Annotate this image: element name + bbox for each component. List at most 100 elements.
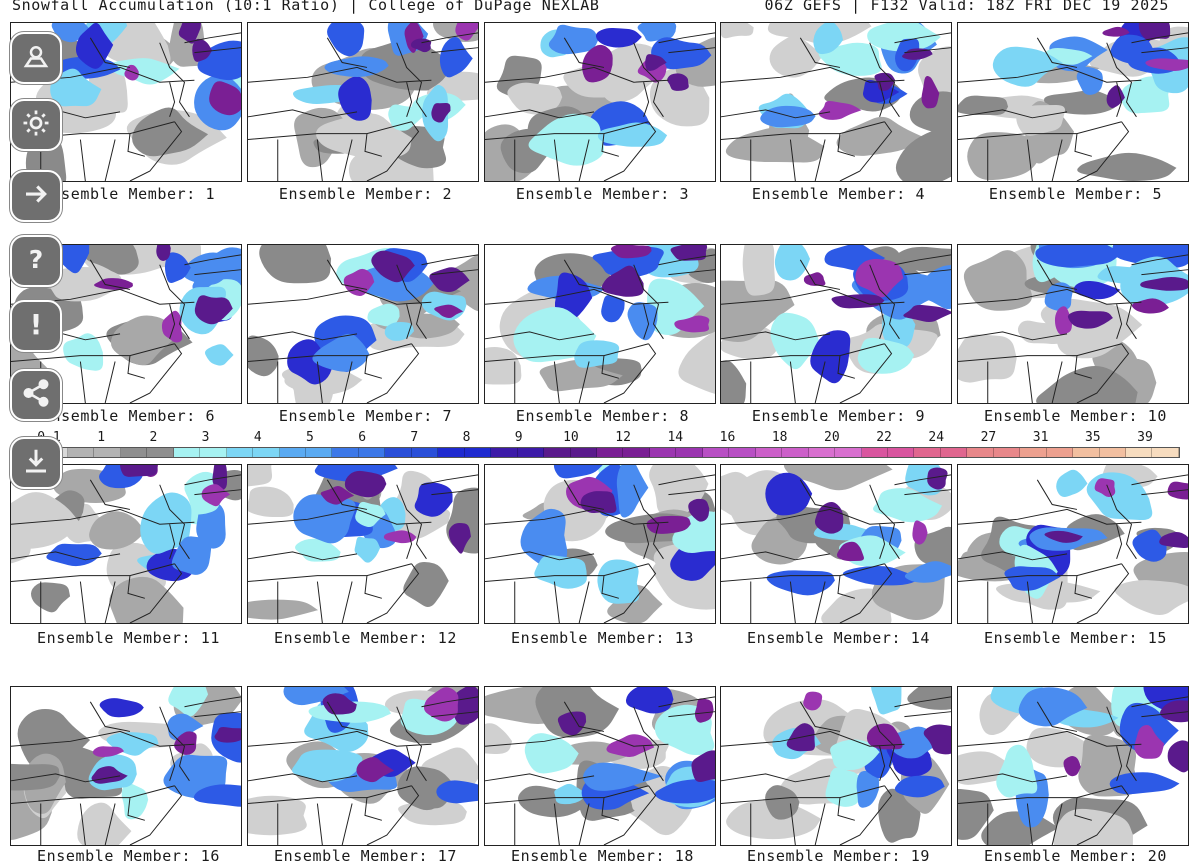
colorbar-segment — [67, 448, 95, 457]
colorbar-tick-label: 24 — [928, 430, 945, 445]
svg-text:!: ! — [30, 309, 43, 339]
colorbar-segment — [120, 448, 148, 457]
ensemble-map-4[interactable] — [720, 22, 952, 182]
colorbar-tick-label: 22 — [876, 430, 892, 445]
colorbar-segment — [596, 448, 624, 457]
colorbar-tick-label: 14 — [667, 430, 684, 445]
colorbar-segment — [649, 448, 677, 457]
ensemble-member-label: Ensemble Member: 3 — [515, 185, 690, 203]
share-button[interactable] — [10, 369, 62, 421]
ensemble-map-9[interactable] — [720, 244, 952, 404]
svg-text:?: ? — [29, 245, 44, 274]
help-question-icon: ? — [21, 244, 51, 278]
ensemble-member-label: Ensemble Member: 8 — [515, 407, 690, 425]
ensemble-map-16[interactable] — [10, 686, 242, 846]
ensemble-map-11[interactable] — [10, 464, 242, 624]
ensemble-map-8[interactable] — [484, 244, 716, 404]
colorbar-tick-label: 27 — [980, 430, 997, 445]
ensemble-map-7[interactable] — [247, 244, 479, 404]
colorbar-segment — [279, 448, 306, 457]
colorbar-segment — [861, 448, 888, 457]
ensemble-map-14[interactable] — [720, 464, 952, 624]
ensemble-member-label: Ensemble Member: 18 — [511, 847, 694, 865]
colorbar-tick-label: 1 — [97, 430, 106, 445]
ensemble-member-label: Ensemble Member: 10 — [984, 407, 1167, 425]
colorbar-tick-label: 18 — [771, 430, 788, 445]
colorbar-tick-label: 16 — [719, 430, 736, 445]
colorbar-segment — [702, 448, 730, 457]
colorbar-segment — [1020, 448, 1047, 457]
colorbar-segment — [200, 448, 227, 457]
colorbar-segment — [570, 448, 597, 457]
alert-exclamation-icon: ! — [21, 309, 51, 343]
colorbar-segment — [385, 448, 412, 457]
colorbar-tick-label: 9 — [514, 430, 523, 445]
ensemble-member-label: Ensemble Member: 7 — [278, 407, 453, 425]
settings-gear-icon — [21, 108, 51, 142]
forward-arrow-icon — [21, 179, 51, 213]
colorbar-segment — [411, 448, 439, 457]
download-button[interactable] — [10, 437, 62, 489]
ensemble-map-17[interactable] — [247, 686, 479, 846]
ensemble-map-3[interactable] — [484, 22, 716, 182]
ensemble-map-15[interactable] — [957, 464, 1189, 624]
colorbar-segment — [755, 448, 783, 457]
help-button[interactable]: ? — [10, 235, 62, 287]
colorbar-segment — [147, 448, 174, 457]
colorbar-segment — [94, 448, 121, 457]
colorbar-segment — [1152, 448, 1179, 457]
ensemble-member-label: Ensemble Member: 6 — [41, 407, 216, 425]
colorbar-tick-label: 31 — [1032, 430, 1049, 445]
ensemble-member-label: Ensemble Member: 12 — [274, 629, 457, 647]
alert-button[interactable]: ! — [10, 300, 62, 352]
ensemble-map-18[interactable] — [484, 686, 716, 846]
snowfall-colorbar — [14, 447, 1180, 458]
colorbar-segment — [835, 448, 862, 457]
settings-button[interactable] — [10, 99, 62, 151]
colorbar-segment — [887, 448, 915, 457]
next-button[interactable] — [10, 170, 62, 222]
ensemble-member-label: Ensemble Member: 16 — [37, 847, 220, 865]
ensemble-map-5[interactable] — [957, 22, 1189, 182]
colorbar-tick-label: 5 — [306, 430, 314, 445]
ensemble-map-19[interactable] — [720, 686, 952, 846]
colorbar-segment — [438, 448, 465, 457]
ensemble-member-label: Ensemble Member: 2 — [278, 185, 453, 203]
colorbar-segment — [808, 448, 836, 457]
colorbar-segment — [1126, 448, 1153, 457]
ensemble-member-label: Ensemble Member: 5 — [988, 185, 1163, 203]
ensemble-member-label: Ensemble Member: 15 — [984, 629, 1167, 647]
colorbar-segment — [1073, 448, 1100, 457]
colorbar-tick-labels: 0.1123456789101214161820222427313539 — [0, 430, 1193, 446]
colorbar-segment — [967, 448, 994, 457]
colorbar-segment — [358, 448, 386, 457]
colorbar-tick-label: 10 — [563, 430, 579, 445]
colorbar-tick-label: 35 — [1084, 430, 1101, 445]
ensemble-map-13[interactable] — [484, 464, 716, 624]
colorbar-segment — [491, 448, 518, 457]
colorbar-segment — [914, 448, 941, 457]
colorbar-tick-label: 12 — [615, 430, 631, 445]
colorbar-segment — [623, 448, 650, 457]
map-button[interactable] — [10, 32, 62, 84]
colorbar-segment — [1099, 448, 1127, 457]
ensemble-map-1[interactable] — [10, 22, 242, 182]
model-run-info: 06Z GEFS | F132 Valid: 18Z FRI DEC 19 20… — [764, 0, 1169, 14]
colorbar-tick-label: 7 — [410, 430, 419, 445]
colorbar-segment — [464, 448, 492, 457]
colorbar-tick-label: 4 — [253, 430, 262, 445]
colorbar-segment — [226, 448, 254, 457]
ensemble-map-12[interactable] — [247, 464, 479, 624]
colorbar-tick-label: 20 — [824, 430, 840, 445]
ensemble-member-label: Ensemble Member: 17 — [274, 847, 457, 865]
colorbar-segment — [173, 448, 201, 457]
ensemble-map-20[interactable] — [957, 686, 1189, 846]
colorbar-segment — [782, 448, 809, 457]
ensemble-map-2[interactable] — [247, 22, 479, 182]
ensemble-member-label: Ensemble Member: 4 — [751, 185, 926, 203]
colorbar-segment — [544, 448, 571, 457]
share-icon — [21, 378, 51, 412]
colorbar-segment — [305, 448, 333, 457]
ensemble-map-10[interactable] — [957, 244, 1189, 404]
page-title: Snowfall Accumulation (10:1 Ratio) | Col… — [12, 0, 600, 14]
